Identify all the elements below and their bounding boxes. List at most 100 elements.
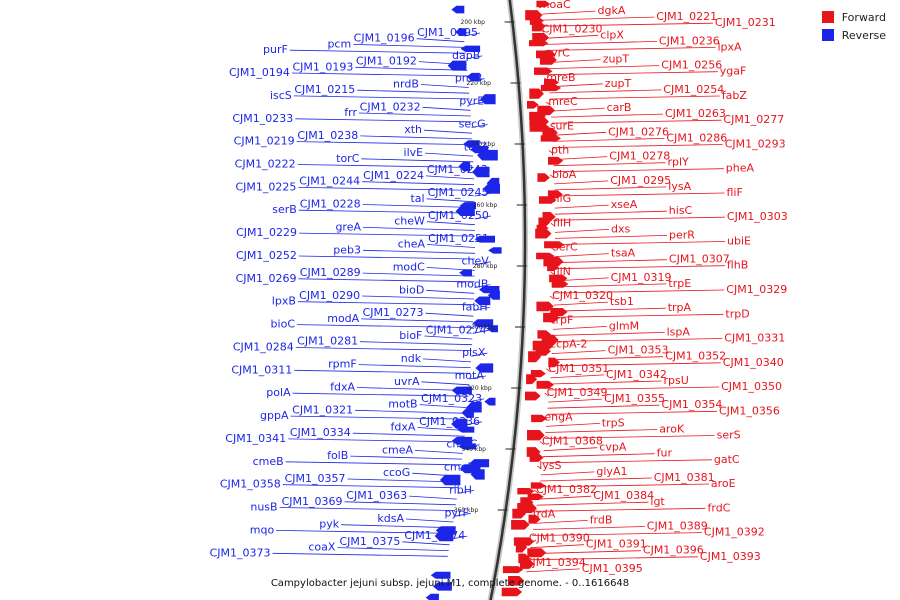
reverse-gene-label: CJM1_0321 [292, 403, 353, 416]
reverse-label-line [425, 312, 474, 317]
forward-label-line [554, 265, 725, 270]
forward-label-line [537, 495, 592, 500]
reverse-gene-label: CJM1_0233 [232, 112, 293, 125]
tick-marks: 200 kbp 220 kbp 240 kbp 260 kbp 280 kbp 300 k… [454, 19, 527, 514]
reverse-label-line [296, 141, 473, 145]
reverse-gene-label: CJM1_0222 [235, 158, 296, 171]
forward-label-line [551, 350, 606, 354]
forward-label-line [549, 386, 720, 391]
reverse-feature [451, 436, 473, 445]
reverse-gene-label: ribH [449, 483, 472, 496]
forward-label-line [542, 453, 655, 458]
reverse-feature [454, 28, 467, 36]
reverse-feature [451, 5, 465, 14]
forward-feature [536, 301, 554, 312]
reverse-gene-label: plsX [462, 346, 486, 359]
reverse-feature [472, 319, 494, 328]
reverse-label-line [341, 524, 453, 529]
forward-feature [531, 21, 546, 32]
reverse-gene-label: CJM1_0374 [404, 529, 465, 542]
reverse-label-line [350, 455, 463, 460]
reverse-gene-label: greA [335, 220, 361, 233]
reverse-label-line [414, 450, 463, 454]
forward-feature [527, 101, 539, 109]
forward-label-line [547, 410, 718, 415]
forward-label-line [539, 477, 652, 482]
reverse-label-line [463, 32, 481, 37]
reverse-gene-label: ndk [401, 352, 422, 365]
reverse-label-line [402, 541, 450, 546]
forward-label-line [554, 253, 609, 257]
reverse-gene-label: bioC [271, 318, 296, 331]
forward-label-line [553, 156, 608, 160]
legend-swatch-reverse [821, 29, 834, 41]
legend-item-reverse: Reverse [821, 26, 886, 44]
forward-feature [528, 351, 542, 363]
forward-label-line [553, 307, 666, 312]
forward-feature [530, 370, 546, 378]
reverse-label-line [426, 198, 475, 203]
reverse-gene-label: CJM1_0194 [229, 66, 290, 79]
reverse-gene-label: kdsA [377, 512, 404, 525]
reverse-feature [459, 269, 472, 277]
forward-gene-label: CJM1_0368 [542, 435, 603, 448]
forward-label-line [539, 483, 709, 488]
forward-gene-label: CJM1_0342 [606, 368, 667, 381]
reverse-feature [434, 530, 454, 542]
forward-gene-label: serC [553, 241, 578, 254]
reverse-label-line [361, 318, 474, 323]
forward-label-line [546, 59, 601, 63]
forward-gene-label: lysA [668, 180, 691, 193]
forward-gene-label: lysS [539, 459, 561, 472]
forward-gene-label: rpsU [664, 374, 689, 387]
backbone-arc [489, 0, 527, 600]
forward-gene-label: CJM1_0352 [665, 350, 726, 363]
reverse-label-line [409, 495, 457, 500]
reverse-gene-label: fdxA [330, 381, 355, 394]
reverse-gene-label: modC [393, 260, 425, 273]
reverse-gene-label: nusB [250, 501, 277, 514]
reverse-gene-label: coaX [308, 541, 336, 554]
forward-gene-label: fliH [553, 216, 571, 229]
reverse-label-line [360, 341, 473, 346]
reverse-gene-label: CJM1_0193 [292, 60, 353, 73]
reverse-gene-label: CJM1_0357 [285, 472, 346, 485]
reverse-label-line [285, 461, 462, 466]
reverse-gene-label: iscS [270, 89, 292, 102]
forward-gene-label: CJM1_0307 [669, 253, 730, 266]
reverse-gene-label: CJM1_0373 [210, 546, 271, 559]
reverse-gene-label: CJM1_0232 [360, 100, 421, 113]
reverse-gene-label: torC [336, 152, 360, 165]
forward-feature [529, 88, 544, 99]
reverse-label-line [471, 352, 488, 357]
reverse-feature [455, 206, 475, 216]
reverse-gene-label: CJM1_0224 [363, 169, 424, 182]
forward-gene-label: moaC [539, 0, 571, 11]
reverse-gene-label: CJM1_0341 [225, 432, 286, 445]
forward-label-line [545, 41, 657, 45]
reverse-gene-label: purF [263, 43, 288, 56]
forward-gene-label: frdB [590, 513, 613, 526]
reverse-label-line [352, 432, 465, 437]
forward-gene-label: CJM1_0340 [723, 356, 784, 369]
reverse-label-line [355, 409, 467, 414]
forward-gene-label: CJM1_0320 [552, 289, 613, 302]
reverse-feature [451, 386, 472, 395]
forward-gene-label: pyrC [544, 47, 570, 60]
reverse-label-line [473, 307, 490, 311]
forward-gene-label: mreC [548, 95, 578, 108]
forward-feature [502, 566, 524, 574]
forward-gene-label: fliG [553, 192, 572, 205]
reverse-gene-label: motA [455, 369, 485, 382]
forward-gene-label: CJM1_0278 [609, 150, 670, 163]
forward-feature [532, 33, 550, 43]
reverse-gene-label: CJM1_0245 [428, 186, 489, 199]
reverse-label-line [361, 158, 474, 163]
reverse-label-line [337, 547, 449, 551]
reverse-feature [488, 247, 502, 254]
reverse-label-line [467, 398, 485, 403]
reverse-label-line [362, 295, 475, 300]
reverse-gene-label: CJM1_0274 [426, 323, 487, 336]
forward-gene-label: trpD [725, 307, 749, 320]
